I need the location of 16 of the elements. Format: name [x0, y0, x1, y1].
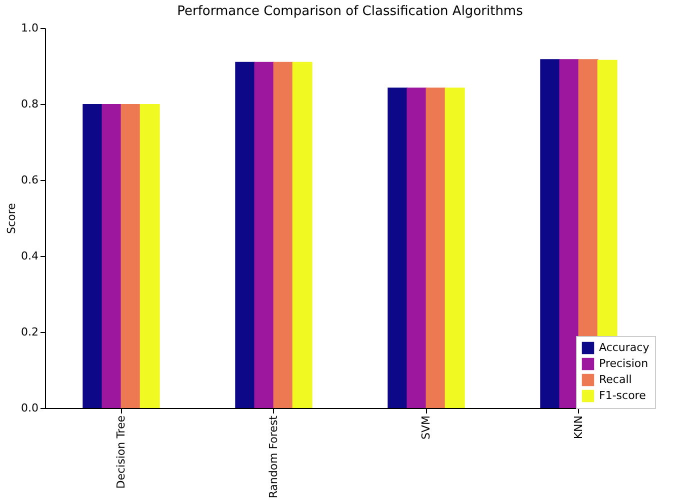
x-tick-label: Random Forest [266, 414, 280, 498]
y-axis-title: Score [5, 202, 18, 234]
x-tick-label: SVM [419, 416, 432, 440]
x-tick-label: KNN [572, 416, 585, 440]
y-tick-label: 0.0 [21, 402, 38, 414]
legend-label: Recall [599, 373, 632, 386]
y-tick-label: 0.6 [21, 174, 38, 186]
x-tick-label: Decision Tree [114, 415, 128, 489]
y-tick-label: 0.4 [21, 250, 38, 262]
legend-label: Accuracy [599, 341, 650, 354]
y-tick-label: 0.8 [21, 98, 38, 110]
y-tick-label: 0.2 [21, 326, 38, 338]
legend-label: Precision [599, 357, 648, 370]
y-tick-label: 1.0 [21, 22, 38, 34]
chart-title: Performance Comparison of Classification Algorithms [177, 4, 524, 19]
legend-label: F1-score [599, 389, 646, 402]
